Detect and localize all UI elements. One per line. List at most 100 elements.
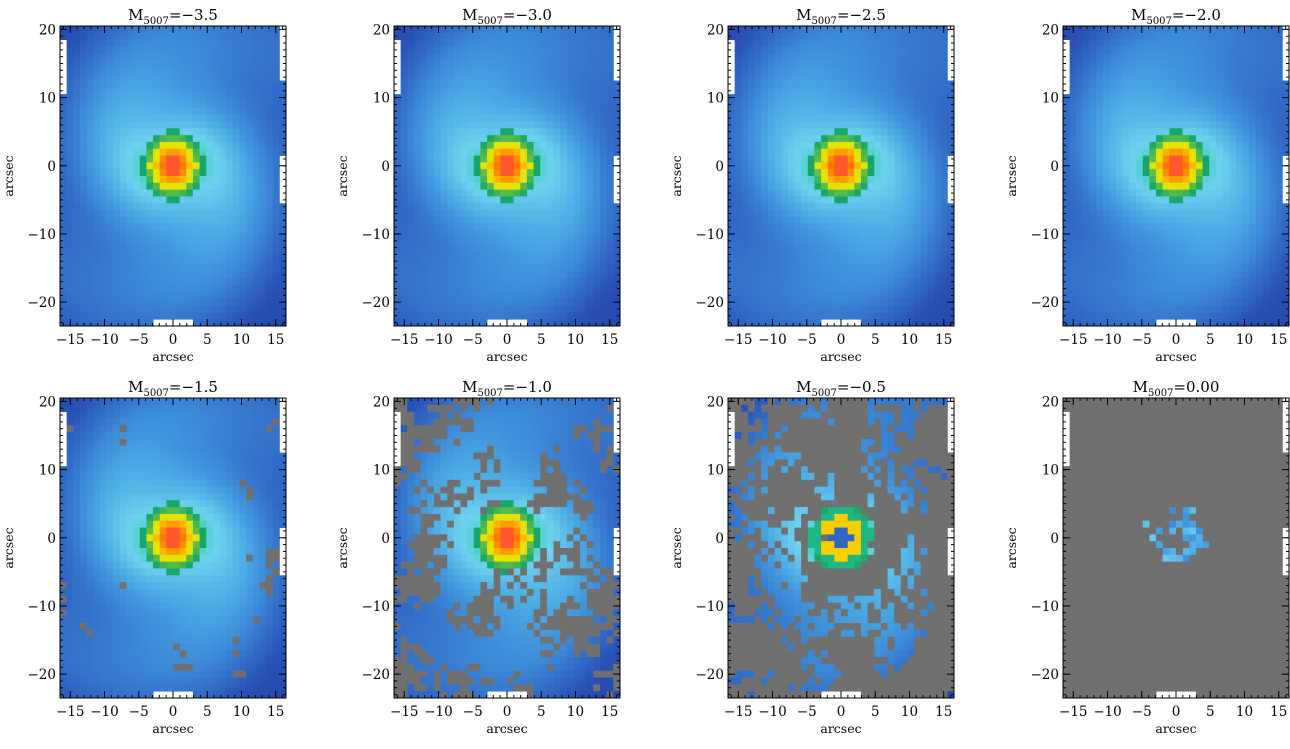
pixel	[86, 203, 94, 211]
pixel	[781, 155, 789, 163]
pixel	[781, 114, 789, 122]
pixel	[520, 66, 528, 75]
pixel	[546, 66, 554, 75]
pixel	[447, 305, 455, 313]
pixel	[106, 66, 114, 75]
pixel	[212, 80, 220, 88]
pixel	[814, 39, 822, 47]
pixel	[920, 285, 928, 293]
pixel	[226, 210, 234, 218]
pixel	[920, 319, 928, 327]
pixel	[487, 148, 495, 156]
pixel	[239, 196, 247, 204]
pixel	[807, 155, 815, 163]
pixel	[73, 305, 81, 313]
pixel	[874, 298, 882, 306]
pixel	[741, 114, 749, 122]
pixel	[728, 223, 736, 231]
pixel	[159, 196, 167, 204]
pixel	[860, 216, 868, 225]
pixel	[801, 196, 809, 204]
pixel	[500, 251, 508, 259]
pixel	[847, 107, 855, 116]
pixel	[467, 305, 475, 313]
pixel	[860, 66, 868, 75]
pixel	[252, 244, 260, 252]
pixel	[279, 291, 287, 300]
pixel	[781, 251, 789, 259]
pixel	[934, 237, 942, 245]
pixel	[186, 305, 194, 313]
pixel	[794, 169, 802, 177]
pixel	[814, 271, 822, 279]
pixel	[821, 46, 829, 54]
pixel	[159, 271, 167, 279]
pixel	[279, 271, 287, 279]
pixel	[801, 114, 809, 122]
pixel	[834, 244, 842, 252]
pixel	[93, 46, 101, 54]
pixel	[93, 26, 101, 34]
pixel	[413, 32, 421, 41]
pixel	[146, 101, 154, 109]
pixel	[99, 39, 107, 47]
pixel	[920, 278, 928, 286]
pixel	[212, 87, 220, 95]
pixel	[447, 176, 455, 184]
pixel	[880, 121, 888, 129]
pixel	[914, 141, 922, 150]
pixel	[113, 230, 121, 238]
pixel	[259, 114, 267, 122]
pixel	[513, 46, 521, 54]
pixel	[133, 189, 141, 197]
pixel	[560, 182, 568, 191]
pixel	[613, 216, 621, 225]
pixel	[580, 312, 588, 320]
pixel	[159, 141, 167, 150]
pixel	[827, 135, 835, 143]
pixel	[761, 114, 769, 122]
pixel	[113, 128, 121, 136]
pixel	[153, 230, 161, 238]
pixel	[580, 141, 588, 150]
pixel	[246, 176, 254, 184]
y-tick-label: −10	[28, 227, 57, 243]
pixel	[927, 46, 935, 54]
pixel	[887, 182, 895, 191]
pixel	[232, 135, 240, 143]
pixel	[728, 155, 736, 163]
pixel	[433, 216, 441, 225]
pixel	[940, 285, 948, 293]
pixel	[606, 46, 614, 54]
pixel	[440, 257, 448, 266]
pixel	[179, 80, 187, 88]
pixel	[566, 53, 574, 61]
pixel	[593, 237, 601, 245]
pixel	[93, 94, 101, 102]
pixel	[761, 26, 769, 34]
pixel	[566, 196, 574, 204]
pixel	[440, 148, 448, 156]
pixel	[553, 305, 561, 313]
pixel	[827, 26, 835, 34]
pixel	[794, 230, 802, 238]
pixel	[606, 114, 614, 122]
pixel	[467, 189, 475, 197]
pixel	[847, 66, 855, 75]
pixel	[266, 237, 274, 245]
pixel	[113, 107, 121, 116]
panel-title: M5007=−2.5	[796, 6, 886, 27]
pixel	[173, 87, 181, 95]
pixel	[159, 264, 167, 272]
pixel	[232, 26, 240, 34]
pixel	[99, 94, 107, 102]
pixel	[106, 298, 114, 306]
pixel	[400, 251, 408, 259]
pixel	[566, 80, 574, 88]
pixel	[232, 251, 240, 259]
pixel	[526, 107, 534, 116]
pixel	[159, 176, 167, 184]
pixel	[139, 148, 147, 156]
pixel	[540, 291, 548, 300]
pixel	[413, 216, 421, 225]
